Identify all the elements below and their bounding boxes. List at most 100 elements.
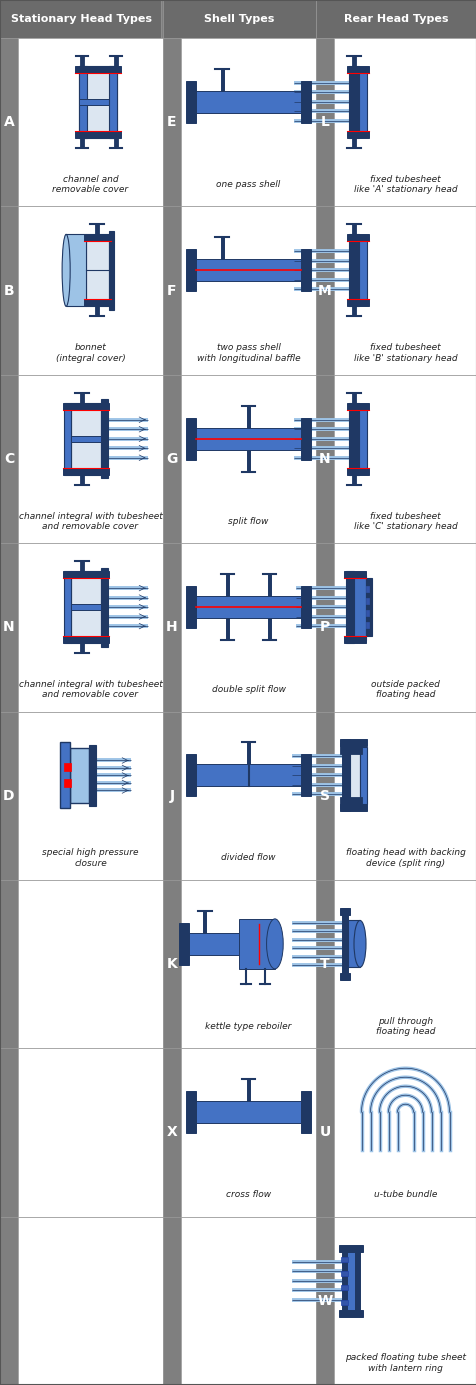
Text: M: M [317, 284, 331, 298]
Bar [18, 375, 163, 543]
Bar [315, 1048, 333, 1216]
Text: fixed tubesheet
like 'B' stationary head: fixed tubesheet like 'B' stationary head [353, 343, 456, 363]
Bar [0, 712, 18, 879]
Text: K: K [166, 957, 177, 971]
Bar [226, 618, 228, 640]
Bar [79, 66, 117, 138]
Bar [315, 1216, 333, 1385]
Bar [346, 234, 368, 241]
Text: G: G [166, 452, 178, 465]
Bar [315, 375, 333, 543]
Bar [0, 1048, 18, 1216]
Bar [333, 1048, 476, 1216]
Bar [315, 543, 333, 712]
Bar [71, 571, 100, 643]
Text: cross flow: cross flow [226, 1190, 270, 1199]
Bar [71, 436, 100, 442]
Bar [300, 418, 310, 460]
Bar [18, 206, 163, 375]
Bar [348, 403, 358, 475]
Text: packed floating tube sheet
with lantern ring: packed floating tube sheet with lantern … [344, 1353, 465, 1373]
Bar [300, 755, 310, 796]
Bar [114, 138, 118, 148]
Bar [186, 586, 196, 629]
Text: floating head with backing
device (split ring): floating head with backing device (split… [345, 848, 465, 867]
Bar [70, 748, 89, 803]
Bar [79, 393, 84, 403]
Text: W: W [317, 1294, 332, 1307]
Text: B: B [4, 284, 14, 298]
Text: D: D [3, 788, 15, 803]
Bar [79, 98, 117, 105]
Bar [340, 1256, 347, 1262]
Bar [315, 879, 333, 1048]
Bar [365, 586, 368, 593]
Text: F: F [167, 284, 177, 298]
Bar [333, 375, 476, 543]
Bar [333, 543, 476, 712]
Bar [75, 132, 121, 138]
Bar [226, 575, 228, 596]
Bar [89, 745, 96, 806]
Text: one pass shell: one pass shell [216, 180, 280, 188]
Bar [18, 1216, 163, 1385]
Bar [333, 712, 476, 879]
Text: A: A [4, 115, 14, 129]
Bar [95, 224, 99, 234]
Bar [0, 0, 161, 37]
Text: U: U [319, 1126, 330, 1140]
Text: N: N [3, 620, 15, 634]
Bar [340, 1299, 347, 1305]
Bar [18, 37, 163, 206]
Bar [346, 1251, 354, 1310]
Bar [339, 740, 366, 747]
Bar [359, 747, 366, 805]
Bar [339, 972, 349, 979]
Text: Rear Head Types: Rear Head Types [344, 14, 448, 24]
Text: L: L [320, 115, 329, 129]
Text: Stationary Head Types: Stationary Head Types [11, 14, 152, 24]
Bar [315, 0, 476, 37]
Bar [63, 636, 109, 643]
Text: N: N [318, 452, 330, 465]
Bar [358, 406, 366, 471]
Bar [180, 37, 315, 206]
Bar [351, 306, 355, 316]
Bar [349, 748, 359, 803]
Bar [180, 1048, 315, 1216]
Bar [180, 879, 315, 1048]
Bar [71, 403, 100, 475]
Text: X: X [166, 1126, 177, 1140]
Bar [300, 1091, 310, 1133]
Bar [180, 375, 315, 543]
Bar [100, 399, 108, 478]
Bar [178, 922, 188, 965]
Bar [347, 921, 359, 967]
Bar [196, 259, 300, 281]
Bar [66, 234, 86, 306]
Bar [333, 206, 476, 375]
Bar [63, 403, 109, 410]
Bar [365, 622, 368, 629]
Bar [343, 636, 365, 643]
Bar [315, 712, 333, 879]
Text: double split flow: double split flow [211, 686, 285, 694]
Bar [333, 879, 476, 1048]
Bar [340, 1271, 347, 1276]
Text: pull through
floating head: pull through floating head [375, 1017, 434, 1036]
Bar [163, 375, 180, 543]
Text: T: T [319, 957, 329, 971]
Bar [0, 1216, 18, 1385]
Bar [300, 80, 310, 123]
Text: channel integral with tubesheet
and removable cover: channel integral with tubesheet and remo… [19, 680, 162, 699]
Bar [186, 418, 196, 460]
Bar [63, 571, 109, 578]
Text: S: S [319, 788, 329, 803]
Bar [71, 604, 100, 611]
Text: P: P [319, 620, 329, 634]
Text: fixed tubesheet
like 'C' stationary head: fixed tubesheet like 'C' stationary head [353, 511, 456, 530]
Bar [300, 586, 310, 629]
Text: split flow: split flow [228, 517, 268, 526]
Bar [341, 1248, 346, 1313]
Bar [346, 299, 368, 306]
